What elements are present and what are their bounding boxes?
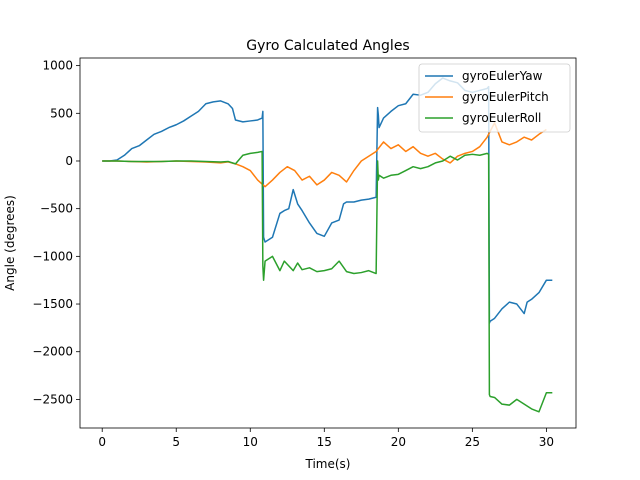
x-tick-label: 15 <box>317 435 332 449</box>
x-axis-label: Time(s) <box>305 457 351 471</box>
y-tick-label: 500 <box>50 106 73 120</box>
x-tick-label: 0 <box>98 435 106 449</box>
y-tick-label: −1000 <box>32 249 73 263</box>
x-axis: 0 5 10 15 20 25 30 <box>98 428 554 449</box>
x-tick-label: 30 <box>539 435 554 449</box>
legend-label-gyroEulerYaw: gyroEulerYaw <box>462 69 543 83</box>
y-tick-label: −2500 <box>32 392 73 406</box>
y-axis: 1000 500 0 −500 −1000 −1500 −2000 −2500 <box>32 59 80 406</box>
legend-label-gyroEulerPitch: gyroEulerPitch <box>462 90 549 104</box>
legend: gyroEulerYaw gyroEulerPitch gyroEulerRoll <box>418 63 571 133</box>
chart-title: Gyro Calculated Angles <box>246 38 409 54</box>
y-tick-label: −500 <box>40 202 73 216</box>
legend-label-gyroEulerRoll: gyroEulerRoll <box>462 111 541 125</box>
x-tick-label: 20 <box>391 435 406 449</box>
y-axis-label: Angle (degrees) <box>3 195 17 291</box>
plot-frame <box>79 57 577 429</box>
y-tick-label: −1500 <box>32 297 73 311</box>
x-tick-label: 25 <box>465 435 480 449</box>
legend-frame <box>418 63 571 133</box>
x-tick-label: 10 <box>243 435 258 449</box>
y-tick-label: 0 <box>65 154 73 168</box>
x-tick-label: 5 <box>172 435 180 449</box>
y-tick-label: −2000 <box>32 345 73 359</box>
y-tick-label: 1000 <box>42 59 73 73</box>
series-line-gyroEulerRoll <box>102 150 553 413</box>
